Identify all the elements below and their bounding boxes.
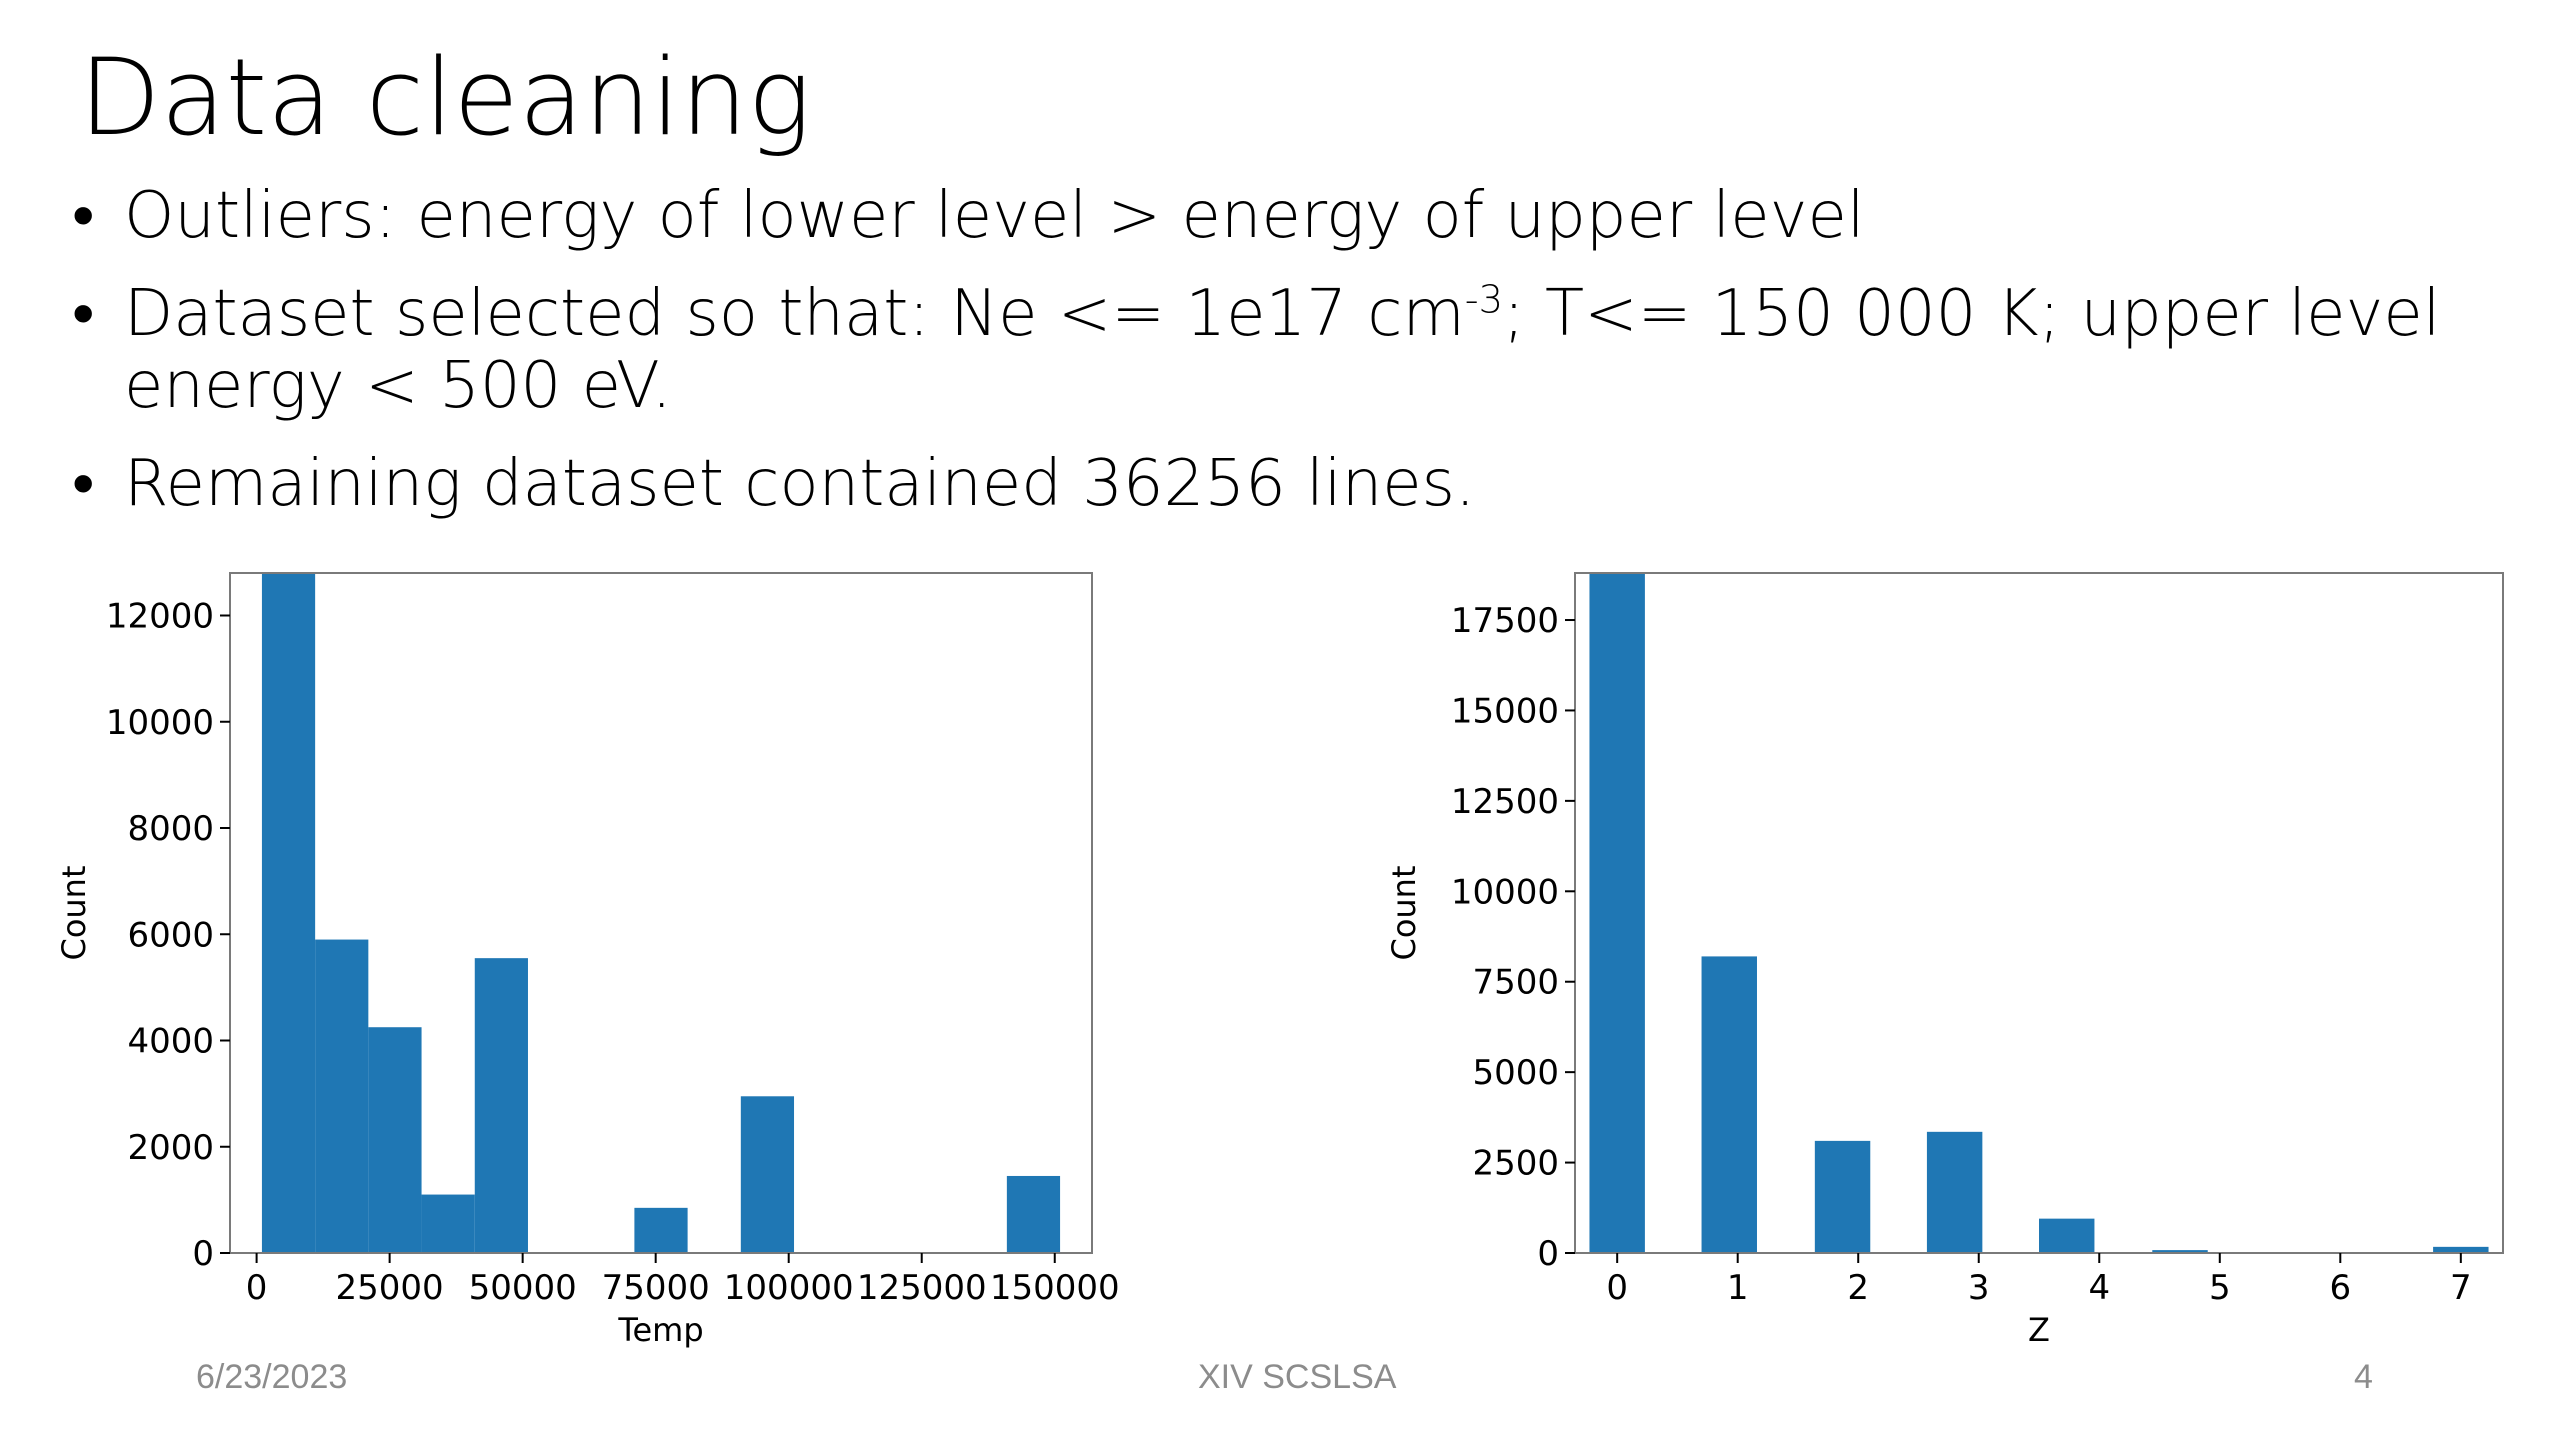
histogram-bar xyxy=(1006,1175,1061,1253)
x-tick-label: 125000 xyxy=(857,1268,987,1308)
x-tick-label: 3 xyxy=(1968,1268,1990,1308)
histogram-bar xyxy=(2152,1250,2208,1253)
bullet-dot: • xyxy=(72,447,95,521)
y-axis-label: Count xyxy=(55,865,93,960)
x-tick-label: 0 xyxy=(246,1268,268,1308)
y-tick-label: 10000 xyxy=(1451,872,1559,912)
histogram-bar xyxy=(261,573,316,1253)
x-tick-label: 150000 xyxy=(990,1268,1120,1308)
histogram-bar xyxy=(474,958,528,1253)
bullet-text: Outliers: energy of lower level > energy… xyxy=(124,179,1865,253)
histogram-bar xyxy=(1814,1140,1871,1253)
histogram-bar xyxy=(2433,1246,2489,1253)
histogram-bar xyxy=(1589,573,1645,1253)
histogram-bar xyxy=(740,1096,795,1253)
x-tick-label: 2 xyxy=(1847,1268,1869,1308)
y-tick-label: 4000 xyxy=(127,1022,214,1062)
z-histogram-svg: 0 1 2 3 4 5 6 7 0 2500 5000 7500 10000 12500 15000 1750… xyxy=(1385,572,2504,1349)
y-tick-label: 2000 xyxy=(127,1128,214,1168)
y-tick-label: 7500 xyxy=(1472,963,1559,1003)
footer-date: 6/23/2023 xyxy=(196,1358,348,1396)
bullet-text-post: ; T<= 150 000 K; upper level energy < 50… xyxy=(124,277,2441,423)
histogram-bar xyxy=(2039,1218,2095,1253)
bullet-item: • Remaining dataset contained 36256 line… xyxy=(72,448,2512,520)
bullet-dot: • xyxy=(72,179,95,253)
bullet-dot: • xyxy=(72,277,95,351)
histogram-bar xyxy=(315,939,369,1253)
histogram-bar xyxy=(1926,1131,1983,1253)
bullet-list: • Outliers: energy of lower level > ener… xyxy=(72,180,2512,546)
y-tick-label: 6000 xyxy=(127,915,214,955)
slide-title: Data cleaning xyxy=(79,36,812,159)
histogram-bar xyxy=(1701,956,1757,1253)
bullet-text: Remaining dataset contained 36256 lines. xyxy=(124,447,1476,521)
footer-page-number: 4 xyxy=(2354,1358,2373,1396)
bullet-text-pre: Dataset selected so that: Ne <= 1e17 cm xyxy=(124,277,1465,351)
y-tick-label: 10000 xyxy=(106,703,214,743)
x-tick-label: 100000 xyxy=(724,1268,854,1308)
x-tick-label: 50000 xyxy=(469,1268,577,1308)
bullet-superscript: -3 xyxy=(1464,277,1504,323)
temp-histogram-chart: 0 25000 50000 75000 100000 125000 150000 0 2000 4… xyxy=(55,560,1135,1365)
y-tick-label: 8000 xyxy=(127,809,214,849)
x-axis-label: Z xyxy=(2028,1311,2050,1349)
histogram-bar xyxy=(421,1194,475,1253)
histogram-bar xyxy=(368,1027,422,1253)
y-tick-label: 2500 xyxy=(1472,1144,1559,1184)
x-tick-label: 4 xyxy=(2088,1268,2110,1308)
x-tick-label: 5 xyxy=(2209,1268,2231,1308)
y-tick-label: 12500 xyxy=(1451,782,1559,822)
z-histogram-chart: 0 1 2 3 4 5 6 7 0 2500 5000 7500 10000 12500 15000 1750… xyxy=(1385,560,2525,1365)
x-tick-label: 25000 xyxy=(336,1268,444,1308)
y-tick-label: 0 xyxy=(1537,1234,1559,1274)
temp-histogram-svg: 0 25000 50000 75000 100000 125000 150000 0 2000 4… xyxy=(55,572,1120,1349)
plot-frame xyxy=(229,572,1093,1254)
y-axis-label: Count xyxy=(1385,865,1423,960)
histogram-bar xyxy=(634,1207,688,1253)
y-tick-label: 0 xyxy=(192,1234,214,1274)
y-tick-label: 12000 xyxy=(106,597,214,637)
y-tick-label: 17500 xyxy=(1451,601,1559,641)
x-tick-label: 7 xyxy=(2450,1268,2472,1308)
x-tick-label: 75000 xyxy=(602,1268,710,1308)
bullet-item: • Outliers: energy of lower level > ener… xyxy=(72,180,2512,252)
x-tick-label: 6 xyxy=(2329,1268,2351,1308)
y-tick-label: 5000 xyxy=(1472,1053,1559,1093)
x-tick-label: 1 xyxy=(1727,1268,1749,1308)
bullet-item: • Dataset selected so that: Ne <= 1e17 c… xyxy=(72,278,2512,422)
footer-center-text: XIV SCSLSA xyxy=(1198,1358,1397,1396)
plot-frame xyxy=(1574,572,2504,1254)
y-tick-label: 15000 xyxy=(1451,691,1559,731)
x-tick-label: 0 xyxy=(1606,1268,1628,1308)
x-axis-label: Temp xyxy=(617,1311,703,1349)
